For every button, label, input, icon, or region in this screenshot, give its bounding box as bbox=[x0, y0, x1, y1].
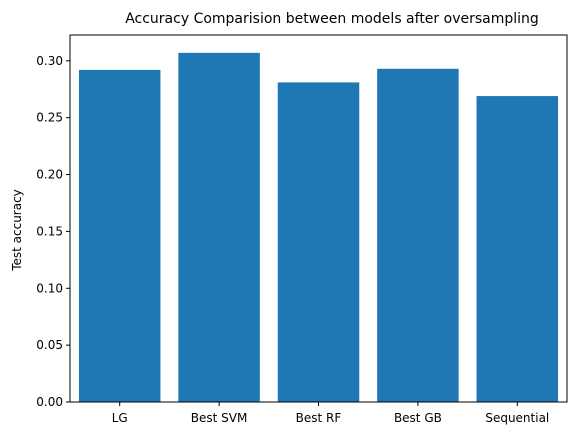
x-tick-label: Best RF bbox=[296, 411, 342, 425]
y-tick-label: 0.25 bbox=[36, 111, 63, 125]
y-tick-label: 0.10 bbox=[36, 281, 63, 295]
bar-best-gb bbox=[377, 68, 459, 402]
y-tick-label: 0.30 bbox=[36, 54, 63, 68]
bar-best-svm bbox=[178, 52, 260, 402]
x-tick-label: LG bbox=[112, 411, 128, 425]
bar-best-rf bbox=[277, 82, 360, 402]
x-ticks-group: LG Best SVM Best RF Best GB Sequential bbox=[112, 402, 549, 425]
x-tick-label: Best GB bbox=[394, 411, 442, 425]
bar-lg bbox=[78, 69, 161, 402]
y-tick-label: 0.15 bbox=[36, 224, 63, 238]
y-axis-label: Test accuracy bbox=[10, 189, 24, 272]
bars-group bbox=[78, 52, 559, 402]
y-tick-label: 0.00 bbox=[36, 395, 63, 409]
y-ticks-group: 0.00 0.05 0.10 0.15 0.20 0.25 0.30 bbox=[36, 54, 70, 409]
y-tick-label: 0.20 bbox=[36, 168, 63, 182]
x-tick-label: Sequential bbox=[485, 411, 549, 425]
bar-sequential bbox=[476, 96, 559, 402]
plot-frame bbox=[69, 34, 568, 403]
x-tick-label: Best SVM bbox=[191, 411, 248, 425]
y-tick-label: 0.05 bbox=[36, 338, 63, 352]
chart-title: Accuracy Comparision between models afte… bbox=[125, 11, 539, 27]
